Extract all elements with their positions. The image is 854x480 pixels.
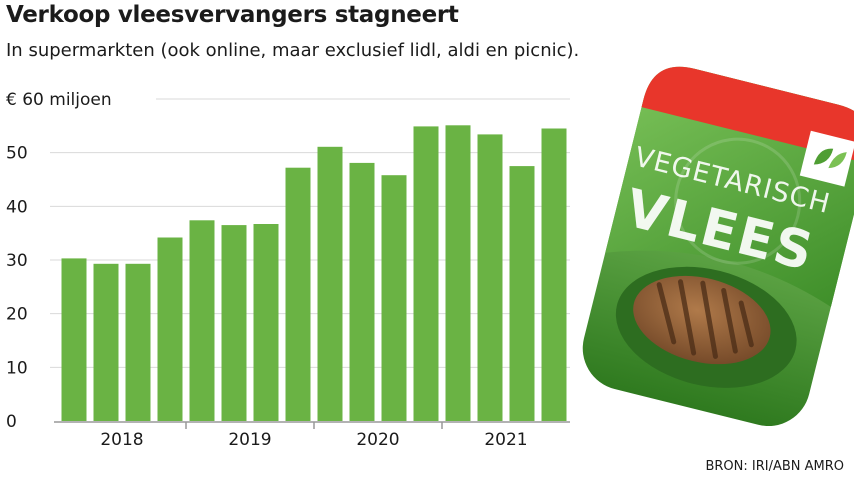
y-tick-label: 10 [6, 358, 28, 378]
bar [125, 263, 151, 421]
bars [61, 125, 567, 422]
bar [541, 128, 567, 421]
x-tick-label-year: 2020 [356, 430, 399, 450]
bar [349, 162, 375, 421]
bar [413, 126, 439, 422]
bar [477, 134, 503, 421]
chart-title: Verkoop vleesvervangers stagneert [6, 2, 459, 28]
y-tick-label: 40 [6, 197, 28, 217]
bar [285, 167, 311, 421]
bar [93, 263, 119, 421]
y-tick-labels: 0 10 20 30 40 50 € 60 miljoen [6, 90, 112, 432]
package: VEGETARISCH VLEES [582, 66, 854, 427]
burger-patty [633, 275, 771, 365]
y-tick-label: 20 [6, 305, 28, 325]
bar [253, 224, 279, 421]
source-note: BRON: IRI/ABN AMRO [705, 459, 844, 474]
bar [189, 220, 215, 421]
y-tick-label: 50 [6, 144, 28, 164]
y-tick-label: 0 [6, 412, 17, 432]
bar [317, 146, 343, 422]
bar [509, 166, 535, 421]
bar [381, 175, 407, 421]
y-tick-label: € 60 miljoen [6, 90, 112, 110]
bar [221, 225, 247, 421]
y-tick-label: 30 [6, 251, 28, 271]
x-tick-label-year: 2021 [484, 430, 527, 450]
bar [445, 125, 471, 422]
x-tick-label-year: 2018 [100, 430, 143, 450]
bar-chart: 0 10 20 30 40 50 € 60 miljoen 2018 2019 2020 2021 [6, 90, 570, 450]
x-tick-label-year: 2019 [228, 430, 271, 450]
bar [61, 258, 87, 421]
x-axis: 2018 2019 2020 2021 [54, 421, 570, 450]
bar [157, 237, 183, 421]
leaf-logo-icon [799, 130, 854, 187]
chart-subtitle: In supermarkten (ook online, maar exclus… [6, 40, 580, 61]
